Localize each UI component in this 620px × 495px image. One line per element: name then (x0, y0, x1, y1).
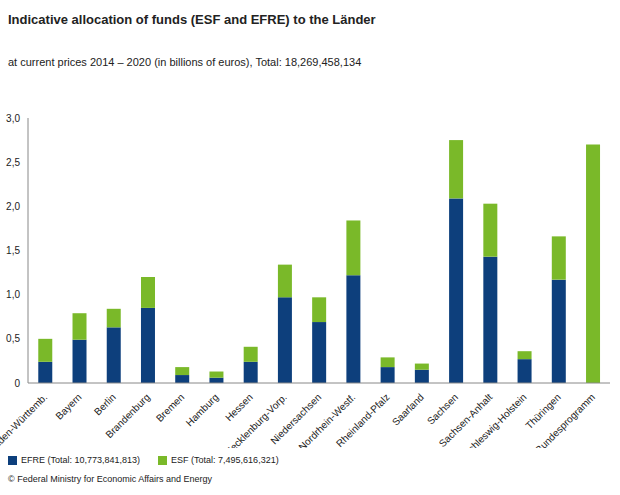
svg-text:Hessen: Hessen (223, 391, 255, 423)
svg-text:1,5: 1,5 (8, 245, 20, 256)
svg-text:Bundesprogramm: Bundesprogramm (533, 391, 597, 448)
svg-text:Sachsen: Sachsen (425, 391, 460, 426)
svg-text:0: 0 (14, 378, 20, 389)
svg-text:2,0: 2,0 (8, 201, 20, 212)
svg-text:Hamburg: Hamburg (184, 391, 221, 428)
html-text:Indicative allocation of funds: Indicative allocation of funds (ESF and … (8, 12, 376, 27)
svg-text:2,5: 2,5 (8, 157, 20, 168)
svg-text:Thüringen: Thüringen (523, 391, 563, 432)
svg-text:Brandenburg: Brandenburg (103, 391, 152, 440)
svg-text:0,5: 0,5 (8, 333, 20, 344)
html-text:at current prices 2014 – 2020: at current prices 2014 – 2020 (in billio… (8, 56, 362, 68)
svg-text:Saarland: Saarland (390, 391, 426, 427)
html-text:ESF (Total: 7,495,616,321): ESF (Total: 7,495,616,321) (171, 455, 279, 465)
svg-text:Rheinland-Pfalz: Rheinland-Pfalz (334, 391, 392, 448)
svg-text:Niedersachsen: Niedersachsen (268, 391, 324, 447)
svg-text:Berlin: Berlin (92, 391, 118, 417)
svg-text:Schleswig-Holstein: Schleswig-Holstein (461, 391, 529, 448)
svg-text:Baden-Württemb.: Baden-Württemb. (8, 391, 49, 448)
svg-text:3,0: 3,0 (8, 113, 20, 124)
html-text:EFRE (Total: 10,773,841,813): EFRE (Total: 10,773,841,813) (21, 455, 141, 465)
svg-text:Bremen: Bremen (154, 391, 187, 424)
svg-text:1,0: 1,0 (8, 289, 20, 300)
svg-text:Bayern: Bayern (53, 391, 83, 421)
html-text:© Federal Ministry for Economi: © Federal Ministry for Economic Affairs … (8, 474, 212, 484)
